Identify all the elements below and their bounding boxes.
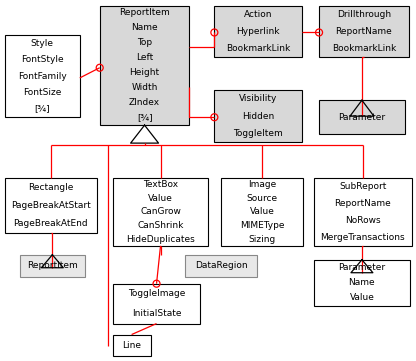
Bar	[319, 100, 405, 134]
Text: BookmarkLink: BookmarkLink	[226, 44, 290, 53]
Text: CanShrink: CanShrink	[137, 221, 184, 230]
Bar	[221, 178, 303, 246]
Text: ReportName: ReportName	[336, 27, 392, 36]
Text: Parameter: Parameter	[338, 113, 386, 122]
Text: Value: Value	[250, 208, 275, 216]
Text: Visibility: Visibility	[239, 95, 277, 103]
Text: Width: Width	[131, 83, 158, 92]
Bar	[214, 90, 302, 142]
Bar	[186, 255, 257, 277]
Text: Top: Top	[137, 38, 152, 47]
Text: ReportItem: ReportItem	[119, 9, 170, 17]
Text: NoRows: NoRows	[345, 216, 381, 225]
Text: [¾]: [¾]	[137, 113, 152, 122]
Text: MIMEType: MIMEType	[240, 221, 285, 230]
Text: HideDuplicates: HideDuplicates	[126, 235, 195, 244]
Bar	[5, 178, 97, 233]
Text: Line: Line	[122, 341, 141, 350]
Text: FontStyle: FontStyle	[21, 56, 64, 65]
Text: ReportName: ReportName	[334, 199, 391, 208]
Text: ToggleItem: ToggleItem	[233, 129, 283, 138]
Text: Hyperlink: Hyperlink	[236, 27, 280, 36]
Text: Name: Name	[349, 278, 375, 287]
Text: Rectangle: Rectangle	[28, 183, 74, 192]
Text: PageBreakAtStart: PageBreakAtStart	[11, 201, 91, 210]
Bar	[319, 5, 409, 57]
Text: FontFamily: FontFamily	[18, 72, 67, 81]
Text: DataRegion: DataRegion	[195, 261, 248, 270]
Bar	[214, 5, 302, 57]
Text: Source: Source	[247, 194, 278, 203]
Text: Value: Value	[148, 194, 173, 203]
Text: PageBreakAtEnd: PageBreakAtEnd	[14, 219, 88, 228]
Text: Image: Image	[248, 180, 276, 189]
Text: Style: Style	[31, 39, 54, 48]
Text: CanGrow: CanGrow	[140, 208, 181, 216]
Text: Name: Name	[131, 23, 158, 32]
Text: ZIndex: ZIndex	[129, 98, 160, 107]
Text: Height: Height	[129, 68, 160, 77]
Text: Parameter: Parameter	[338, 263, 386, 272]
Bar	[100, 5, 189, 125]
Bar	[20, 255, 85, 277]
Text: Drillthrough: Drillthrough	[337, 10, 391, 19]
Bar	[113, 335, 151, 356]
Text: Value: Value	[349, 293, 374, 303]
Text: ReportItem: ReportItem	[27, 261, 78, 270]
Text: BookmarkLink: BookmarkLink	[332, 44, 396, 53]
Bar	[5, 35, 80, 117]
Text: MergeTransactions: MergeTransactions	[321, 233, 405, 242]
Text: Hidden: Hidden	[242, 112, 275, 121]
Text: TextBox: TextBox	[143, 180, 178, 189]
Bar	[314, 178, 412, 246]
Bar	[113, 178, 208, 246]
Bar	[314, 260, 410, 306]
Text: Left: Left	[136, 53, 153, 62]
Text: Sizing: Sizing	[249, 235, 276, 244]
Text: [¾]: [¾]	[35, 105, 50, 113]
Text: InitialState: InitialState	[132, 309, 181, 318]
Text: ToggleImage: ToggleImage	[128, 289, 185, 298]
Text: SubReport: SubReport	[339, 182, 386, 191]
Bar	[113, 284, 201, 323]
Text: FontSize: FontSize	[23, 88, 62, 97]
Text: Action: Action	[244, 10, 272, 19]
